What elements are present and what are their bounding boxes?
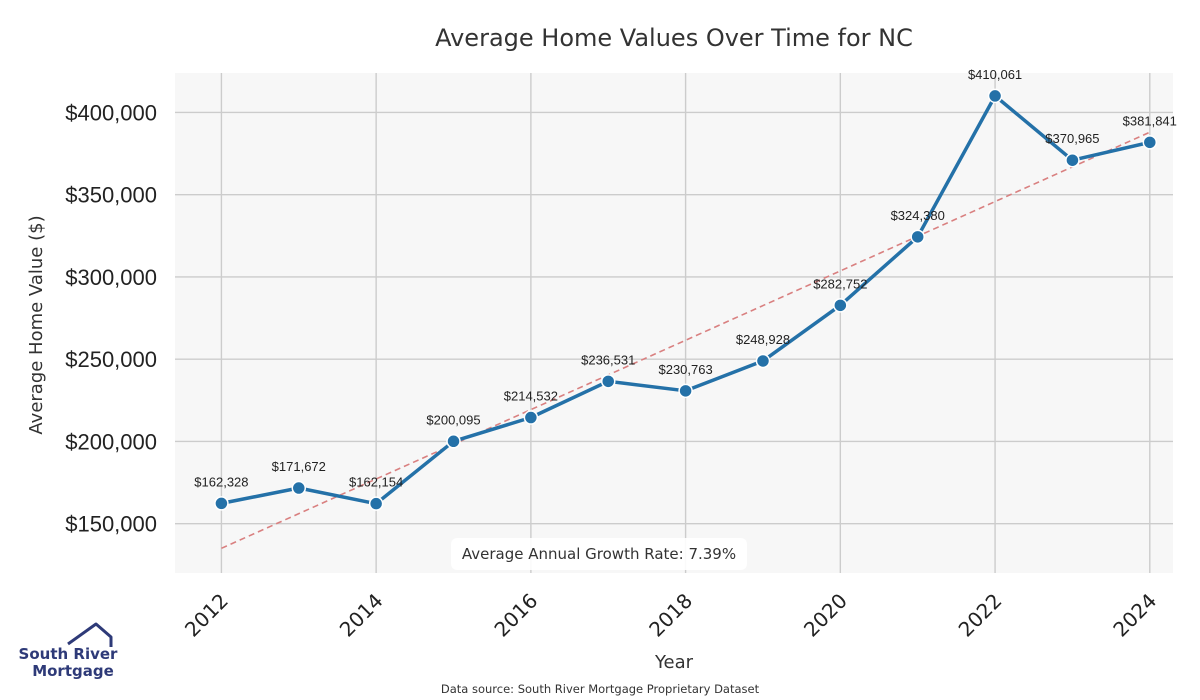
data-label: $171,672 bbox=[272, 459, 326, 474]
data-label: $162,154 bbox=[349, 475, 403, 490]
annotation-box bbox=[451, 538, 747, 570]
grid bbox=[175, 73, 1173, 573]
y-tick-label: $150,000 bbox=[65, 512, 157, 537]
data-point bbox=[1065, 152, 1080, 168]
data-label: $200,095 bbox=[426, 412, 480, 427]
data-label: $248,928 bbox=[736, 332, 790, 347]
data-point bbox=[1142, 135, 1158, 150]
data-point bbox=[368, 496, 384, 511]
y-tick-label: $300,000 bbox=[65, 265, 157, 290]
x-tick-label: 2012 bbox=[180, 589, 233, 642]
data-label: $162,328 bbox=[194, 474, 248, 489]
data-point bbox=[214, 496, 229, 511]
data-point bbox=[987, 88, 1003, 104]
chart-title: Average Home Values Over Time for NC bbox=[435, 24, 913, 52]
x-tick-label: 2022 bbox=[954, 589, 1007, 642]
x-tick-label: 2024 bbox=[1108, 589, 1161, 642]
data-point bbox=[678, 383, 693, 399]
x-tick-label: 2016 bbox=[489, 589, 542, 642]
logo-line1: South River bbox=[19, 645, 119, 663]
x-tick-label: 2018 bbox=[644, 589, 697, 642]
data-label: $230,763 bbox=[658, 362, 712, 377]
x-tick-label: 2020 bbox=[799, 589, 852, 642]
data-label: $236,531 bbox=[581, 352, 635, 367]
data-label: $381,841 bbox=[1123, 113, 1177, 128]
data-point bbox=[910, 229, 925, 245]
data-point bbox=[291, 480, 307, 496]
data-point bbox=[523, 410, 539, 425]
data-source: Data source: South River Mortgage Propri… bbox=[441, 682, 760, 696]
data-point bbox=[446, 434, 461, 449]
data-label: $410,061 bbox=[968, 67, 1022, 82]
data-point bbox=[833, 298, 848, 313]
x-axis-label: Year bbox=[654, 652, 694, 673]
logo-line2: Mortgage bbox=[32, 662, 114, 680]
data-label: $324,380 bbox=[891, 208, 945, 223]
data-point bbox=[600, 374, 616, 389]
data-labels: $162,328 $171,672 $162,154 $200,095 $214,532… bbox=[194, 67, 1177, 490]
y-axis-ticks: $150,000 $200,000 $250,000 $300,000 $350,000… bbox=[65, 100, 157, 536]
y-axis-label: Average Home Value ($) bbox=[26, 215, 47, 434]
house-roof-icon bbox=[67, 622, 113, 647]
y-tick-label: $200,000 bbox=[65, 429, 157, 454]
growth-rate-annotation: Average Annual Growth Rate: 7.39% bbox=[451, 538, 747, 570]
data-label: $282,752 bbox=[813, 276, 867, 291]
y-tick-label: $250,000 bbox=[65, 347, 157, 372]
y-tick-label: $350,000 bbox=[65, 183, 157, 208]
data-label: $214,532 bbox=[504, 389, 558, 404]
y-tick-label: $400,000 bbox=[65, 100, 157, 125]
annotation-text: Average Annual Growth Rate: 7.39% bbox=[462, 545, 736, 563]
data-points bbox=[214, 88, 1158, 511]
data-point bbox=[755, 353, 771, 369]
data-label: $370,965 bbox=[1045, 131, 1099, 146]
x-tick-label: 2014 bbox=[335, 589, 388, 642]
plot-background bbox=[175, 73, 1173, 573]
x-axis-ticks: 2012 2014 2016 2018 2020 2022 2024 bbox=[180, 589, 1161, 642]
company-logo: South River Mortgage bbox=[19, 622, 119, 680]
